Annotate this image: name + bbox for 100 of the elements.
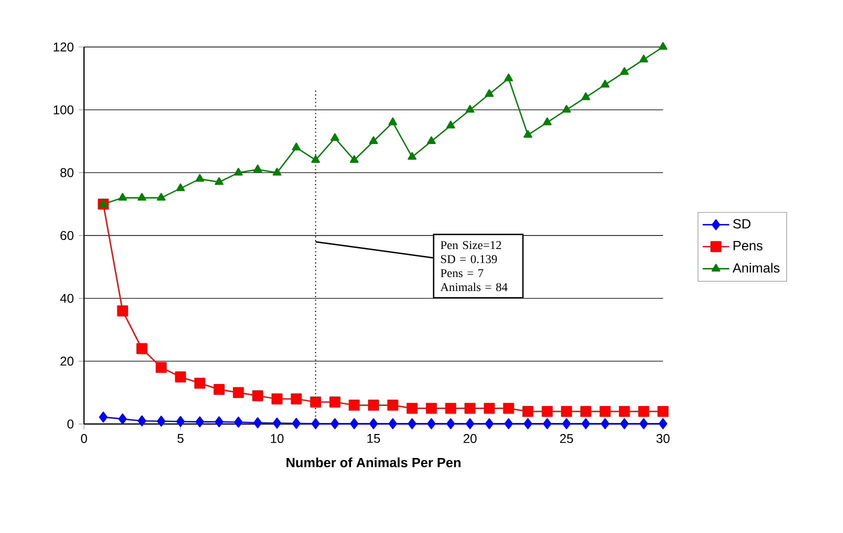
point: [639, 54, 648, 62]
point: [253, 164, 262, 172]
x-axis-title: Number of Animals Per Pen: [286, 458, 460, 468]
point: [99, 412, 108, 423]
point: [561, 406, 572, 417]
y-tick-label: 20: [60, 356, 74, 366]
y-tick-label: 120: [54, 42, 74, 52]
annotation: Pen Size=12 SD = 0.139 Pens = 7 Animals = 84: [440, 241, 508, 292]
legend-label: SD: [733, 219, 750, 229]
legend-label: Animals: [732, 262, 780, 273]
point: [408, 418, 416, 430]
point: [427, 418, 436, 430]
point: [466, 418, 474, 430]
point: [234, 168, 243, 176]
point: [388, 117, 398, 126]
point: [504, 73, 513, 82]
point: [368, 400, 379, 411]
point: [214, 416, 224, 428]
point: [388, 418, 398, 430]
point: [408, 152, 416, 160]
point: [272, 418, 282, 429]
point: [522, 406, 534, 417]
point: [658, 406, 668, 417]
point: [98, 199, 108, 207]
point: [524, 418, 532, 430]
x-tick-label: 10: [270, 434, 284, 444]
point: [503, 402, 514, 414]
point: [562, 418, 571, 430]
point: [175, 371, 186, 382]
point: [252, 390, 264, 402]
point: [600, 406, 611, 417]
x-tick-label: 5: [177, 434, 184, 443]
point: [138, 415, 146, 426]
point: [176, 416, 185, 427]
point: [581, 92, 590, 100]
point: [329, 396, 340, 408]
point: [369, 418, 378, 430]
point: [195, 174, 204, 182]
point: [620, 67, 629, 75]
point: [156, 192, 166, 201]
point: [272, 393, 282, 404]
point: [542, 117, 552, 126]
x-tick-label: 30: [656, 434, 670, 444]
point: [348, 400, 360, 411]
point: [562, 104, 571, 113]
x-tick-label: 15: [367, 434, 380, 443]
point: [194, 378, 206, 389]
point: [504, 418, 513, 430]
point: [311, 155, 320, 163]
point: [466, 104, 474, 113]
point: [234, 416, 243, 428]
x-tick-label: 0: [80, 434, 88, 444]
point: [196, 416, 204, 428]
point: [156, 362, 167, 373]
point: [330, 133, 340, 141]
point: [330, 418, 340, 430]
point: [639, 418, 648, 430]
point: [214, 177, 224, 185]
point: [618, 406, 630, 417]
point: [406, 402, 418, 414]
x-tick-label: 20: [464, 434, 477, 444]
point: [118, 414, 127, 424]
point: [485, 418, 494, 430]
point: [232, 387, 244, 398]
point: [311, 418, 320, 430]
point: [658, 418, 668, 430]
point: [620, 418, 629, 430]
point: [542, 406, 553, 417]
y-tick-label: 0: [67, 420, 74, 428]
point: [484, 402, 495, 414]
point: [387, 400, 398, 411]
point: [138, 192, 146, 201]
point: [600, 418, 610, 430]
point: [658, 42, 668, 50]
point: [117, 305, 128, 316]
point: [524, 130, 532, 138]
point: [600, 80, 610, 88]
point: [427, 136, 436, 144]
point: [292, 142, 301, 150]
y-tick-label: 80: [60, 168, 74, 178]
point: [310, 396, 322, 408]
point: [369, 136, 378, 144]
point: [446, 418, 455, 430]
point: [426, 402, 437, 414]
y-tick-label: 40: [60, 294, 74, 303]
point: [580, 406, 592, 417]
point: [272, 168, 282, 176]
point: [464, 402, 476, 414]
point: [542, 418, 552, 430]
point: [214, 384, 225, 395]
point: [253, 417, 262, 428]
x-tick-label: 25: [560, 434, 574, 444]
point: [292, 418, 301, 429]
point: [350, 155, 359, 163]
point: [176, 183, 185, 192]
legend-label: Pens: [734, 241, 762, 250]
point: [156, 416, 166, 427]
y-tick-label: 100: [54, 105, 74, 114]
point: [446, 120, 456, 128]
point: [484, 89, 494, 97]
